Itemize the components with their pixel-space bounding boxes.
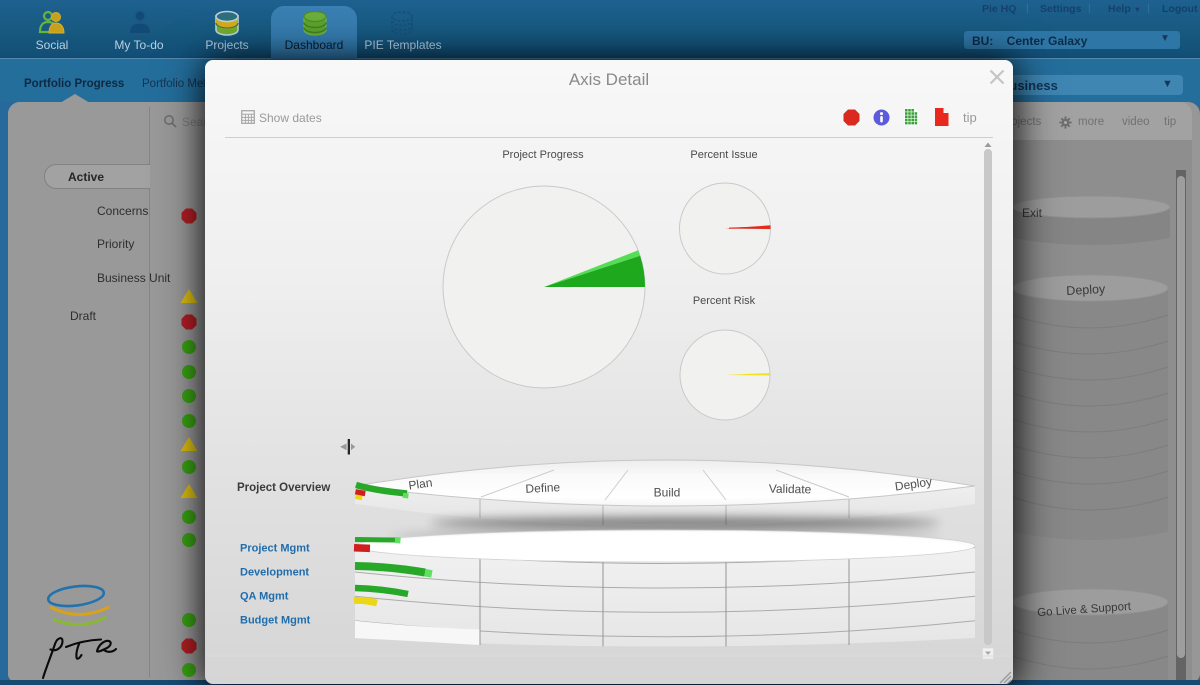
svg-text:Deploy: Deploy <box>894 475 933 494</box>
svg-text:Validate: Validate <box>769 482 812 497</box>
svg-text:Project Progress: Project Progress <box>502 149 584 161</box>
svg-text:Percent Risk: Percent Risk <box>693 295 756 307</box>
svg-text:Plan: Plan <box>408 475 434 492</box>
svg-text:Deploy: Deploy <box>1066 282 1106 298</box>
svg-text:Build: Build <box>654 486 681 500</box>
svg-text:Percent Issue: Percent Issue <box>690 149 757 161</box>
svg-text:Exit: Exit <box>1022 206 1043 220</box>
svg-text:Project Overview: Project Overview <box>237 482 330 494</box>
svg-text:Development: Development <box>240 567 309 579</box>
svg-text:Project Mgmt: Project Mgmt <box>240 543 310 555</box>
svg-text:QA Mgmt: QA Mgmt <box>240 591 289 603</box>
svg-text:Define: Define <box>525 480 561 496</box>
svg-text:Budget Mgmt: Budget Mgmt <box>240 615 311 627</box>
